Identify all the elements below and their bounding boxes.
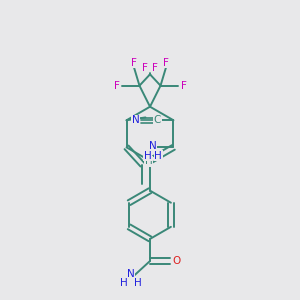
Text: H: H bbox=[145, 156, 153, 166]
Text: H: H bbox=[144, 151, 152, 160]
Text: F: F bbox=[114, 81, 119, 91]
Text: H: H bbox=[120, 278, 128, 287]
Text: H: H bbox=[154, 151, 162, 160]
Text: F: F bbox=[142, 63, 148, 73]
Text: F: F bbox=[131, 58, 137, 68]
Text: F: F bbox=[181, 81, 186, 91]
Text: N: N bbox=[127, 269, 135, 279]
Text: F: F bbox=[163, 58, 169, 68]
Text: C: C bbox=[154, 115, 161, 125]
Text: H: H bbox=[134, 278, 142, 287]
Text: N: N bbox=[149, 141, 157, 151]
Text: O: O bbox=[172, 256, 181, 266]
Text: N: N bbox=[132, 115, 140, 125]
Text: F: F bbox=[152, 63, 158, 73]
